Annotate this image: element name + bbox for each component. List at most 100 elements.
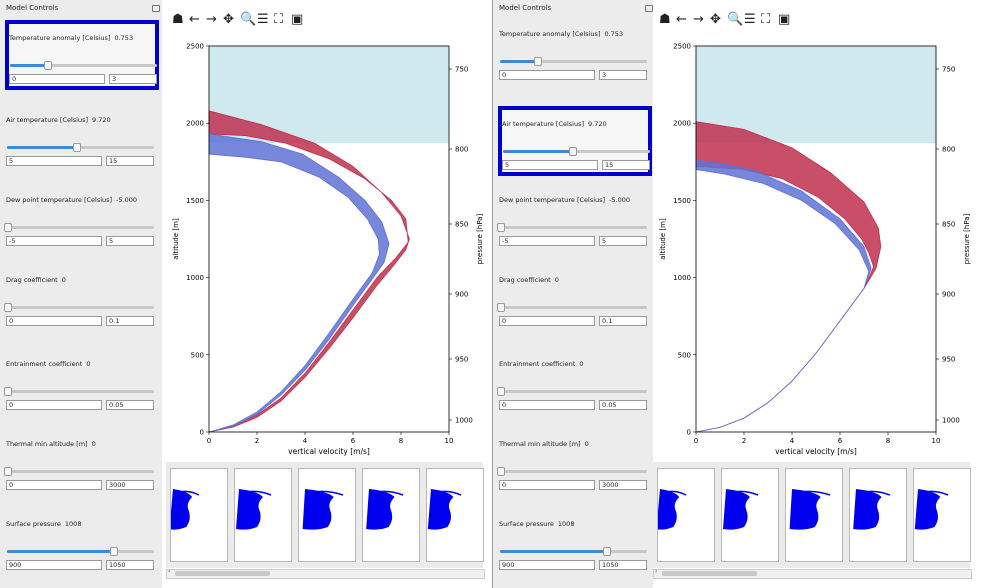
max-input[interactable]: 5: [599, 236, 647, 246]
max-input[interactable]: 15: [106, 156, 154, 166]
slider-track[interactable]: [500, 57, 647, 66]
pan-icon[interactable]: ✥: [710, 12, 721, 27]
detach-panel-icon[interactable]: [152, 5, 160, 12]
min-input[interactable]: 0: [499, 70, 595, 80]
slider-track[interactable]: [4, 387, 154, 396]
slider-handle[interactable]: [73, 143, 82, 152]
max-input[interactable]: 1050: [106, 560, 154, 570]
max-input[interactable]: 0.1: [599, 316, 647, 326]
back-icon[interactable]: ←: [676, 12, 687, 27]
forward-icon[interactable]: →: [206, 12, 217, 27]
slider-track[interactable]: [497, 467, 647, 476]
min-input[interactable]: 900: [6, 560, 102, 570]
slider-handle[interactable]: [4, 223, 12, 232]
thumbnail-plot[interactable]: [362, 468, 420, 562]
min-input[interactable]: 900: [499, 560, 595, 570]
slider-handle[interactable]: [497, 387, 505, 396]
max-input[interactable]: 15: [602, 160, 650, 170]
slider-handle[interactable]: [497, 467, 505, 476]
y-tick-label: 0: [200, 429, 204, 437]
thumbnail-plot[interactable]: [785, 468, 843, 562]
thumbnail-plot[interactable]: [234, 468, 292, 562]
max-input[interactable]: 0.1: [106, 316, 154, 326]
forward-icon[interactable]: →: [693, 12, 704, 27]
min-input[interactable]: 0: [6, 316, 102, 326]
detach-panel-icon[interactable]: [645, 5, 653, 12]
home-icon[interactable]: ☗: [172, 12, 184, 27]
min-input[interactable]: -5: [6, 236, 102, 246]
max-input[interactable]: 0.05: [599, 400, 647, 410]
slider-handle[interactable]: [4, 467, 12, 476]
min-input[interactable]: 0: [499, 400, 595, 410]
pan-icon[interactable]: ✥: [223, 12, 234, 27]
slider-handle[interactable]: [602, 547, 611, 556]
min-input[interactable]: 5: [502, 160, 598, 170]
slider-track[interactable]: [497, 223, 647, 232]
thumbnail-scrollbar[interactable]: ‹: [653, 568, 972, 579]
max-input[interactable]: 5: [106, 236, 154, 246]
home-icon[interactable]: ☗: [659, 12, 671, 27]
thumbnail-plot[interactable]: [169, 468, 228, 562]
max-input[interactable]: 3: [109, 74, 157, 84]
min-input[interactable]: 0: [499, 316, 595, 326]
edit-axis-icon[interactable]: ⛶: [274, 12, 284, 27]
slider-handle[interactable]: [4, 303, 12, 312]
control-drag-coefficient: Drag coefficient 0 0 0.1: [4, 262, 156, 334]
slider-track[interactable]: [10, 61, 157, 70]
thumbnail-plot[interactable]: [426, 468, 484, 562]
control-label-text: Thermal min altitude [m]: [499, 440, 581, 448]
slider-track[interactable]: [497, 303, 647, 312]
save-icon[interactable]: ▣: [778, 12, 791, 27]
zoom-icon[interactable]: 🔍: [727, 12, 744, 27]
slider-handle[interactable]: [497, 223, 505, 232]
slider-handle[interactable]: [109, 547, 118, 556]
slider-track[interactable]: [497, 387, 647, 396]
slider-track[interactable]: [4, 467, 154, 476]
thumbnail-plot[interactable]: [656, 468, 715, 562]
slider-track[interactable]: [4, 223, 154, 232]
y2-axis-label: pressure [hPa]: [963, 213, 971, 264]
control-value: 0: [554, 276, 559, 284]
max-input[interactable]: 3000: [106, 480, 154, 490]
slider-track[interactable]: [500, 547, 647, 556]
slider-track[interactable]: [503, 147, 650, 156]
scroll-left-icon[interactable]: ‹: [168, 568, 171, 575]
configure-subplots-icon[interactable]: ☰: [257, 12, 269, 27]
min-input[interactable]: 5: [6, 156, 102, 166]
control-value: 1008: [557, 520, 575, 528]
min-input[interactable]: -5: [499, 236, 595, 246]
thumbnail-scrollbar[interactable]: ‹: [166, 568, 485, 579]
scrollbar-thumb[interactable]: [175, 571, 270, 576]
min-input[interactable]: 0: [6, 480, 102, 490]
thumbnail-plot[interactable]: [849, 468, 907, 562]
x-tick-label: 10: [932, 437, 941, 445]
y2-tick-label: 850: [455, 221, 468, 229]
max-input[interactable]: 3: [599, 70, 647, 80]
thumbnail-plot[interactable]: [721, 468, 779, 562]
thumbnail-plot[interactable]: [298, 468, 356, 562]
zoom-icon[interactable]: 🔍: [240, 12, 257, 27]
configure-subplots-icon[interactable]: ☰: [744, 12, 756, 27]
back-icon[interactable]: ←: [189, 12, 200, 27]
max-input[interactable]: 3000: [599, 480, 647, 490]
min-input[interactable]: 0: [9, 74, 105, 84]
max-input[interactable]: 1050: [599, 560, 647, 570]
edit-axis-icon[interactable]: ⛶: [761, 12, 771, 27]
slider-handle[interactable]: [497, 303, 505, 312]
slider-track[interactable]: [7, 547, 154, 556]
slider-track[interactable]: [4, 303, 154, 312]
slider-handle[interactable]: [43, 61, 52, 70]
min-input[interactable]: 0: [499, 480, 595, 490]
scrollbar-thumb[interactable]: [662, 571, 757, 576]
pane-divider[interactable]: [492, 0, 493, 588]
slider-track[interactable]: [7, 143, 154, 152]
control-label-text: Thermal min altitude [m]: [6, 440, 88, 448]
scroll-left-icon[interactable]: ‹: [655, 568, 658, 575]
save-icon[interactable]: ▣: [291, 12, 304, 27]
min-input[interactable]: 0: [6, 400, 102, 410]
slider-handle[interactable]: [4, 387, 12, 396]
slider-handle[interactable]: [569, 147, 578, 156]
slider-handle[interactable]: [533, 57, 542, 66]
thumbnail-plot[interactable]: [913, 468, 971, 562]
max-input[interactable]: 0.05: [106, 400, 154, 410]
